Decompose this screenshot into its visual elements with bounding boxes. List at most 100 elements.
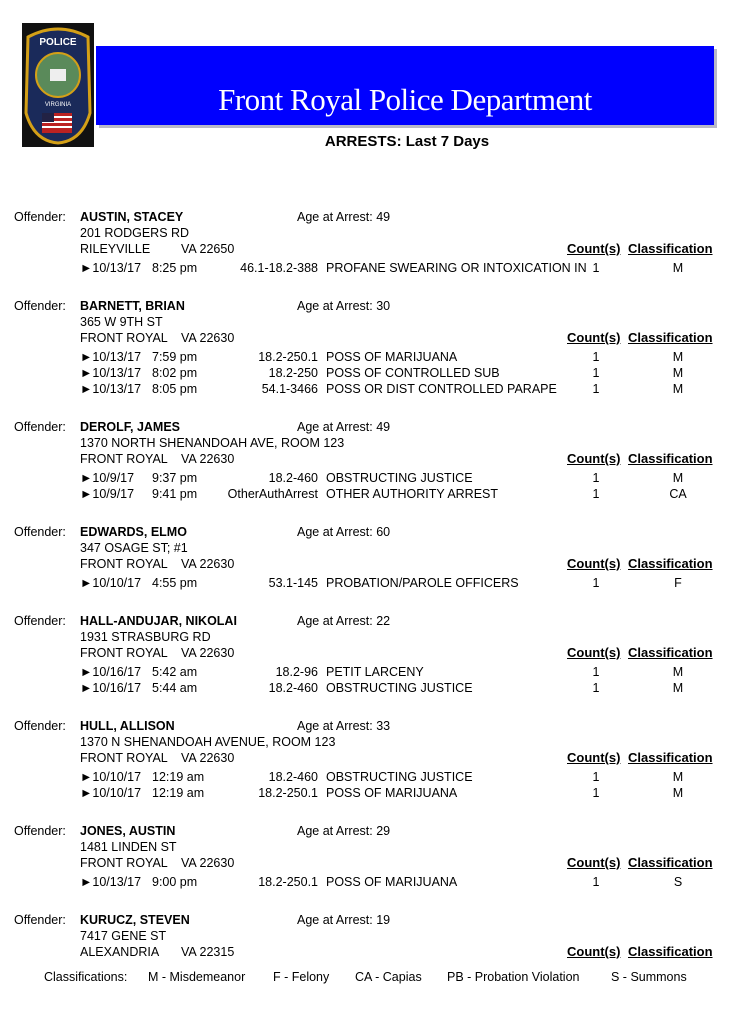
charge-time: 9:41 pm <box>152 487 198 501</box>
city-row: FRONT ROYAL VA 22630 Count(s) Classificatio… <box>0 556 738 572</box>
charge-time: 12:19 am <box>152 770 205 784</box>
offender-label: Offender: <box>14 525 66 539</box>
charge-description: POSS OF CONTROLLED SUB <box>326 366 500 380</box>
charge-description: POSS OR DIST CONTROLLED PARAPE <box>326 382 557 396</box>
charge-count: 1 <box>592 382 600 396</box>
statute-code: 18.2-250.1 <box>258 350 318 364</box>
offender-label: Offender: <box>14 913 66 927</box>
charge-time: 8:05 pm <box>152 382 198 396</box>
charge-description: PETIT LARCENY <box>326 665 424 679</box>
charge-date: ►10/13/17 <box>80 382 142 396</box>
age-at-arrest: Age at Arrest: 30 <box>297 298 390 314</box>
charge-description: OBSTRUCTING JUSTICE <box>326 471 473 485</box>
age-label: Age at Arrest: <box>297 420 373 434</box>
street-address: 7417 GENE ST <box>80 929 167 943</box>
charge-time: 9:37 pm <box>152 471 198 485</box>
offender-label: Offender: <box>14 719 66 733</box>
offender-name-row: Offender: DEROLF, JAMES Age at Arrest: 49 <box>0 419 738 435</box>
charge-count: 1 <box>592 471 600 485</box>
charge-date: ►10/13/17 <box>80 261 142 275</box>
charge-count: 1 <box>592 770 600 784</box>
offender-name: KURUCZ, STEVEN <box>80 913 190 927</box>
legend-item: CA - Capias <box>355 970 422 984</box>
charge-description: OBSTRUCTING JUSTICE <box>326 770 473 784</box>
charge-list: ►10/10/17 12:19 am 18.2-460 OBSTRUCTING JUS… <box>0 769 738 801</box>
charge-date: ►10/13/17 <box>80 366 142 380</box>
street-address: 1370 NORTH SHENANDOAH AVE, ROOM 123 <box>80 436 345 450</box>
street-address: 365 W 9TH ST <box>80 315 163 329</box>
legend-label: Classifications: <box>44 970 128 984</box>
classification-header: Classification <box>628 556 713 571</box>
age-label: Age at Arrest: <box>297 210 373 224</box>
state-zip: VA 22630 <box>181 557 235 571</box>
charge-list: ►10/13/17 8:25 pm 46.1-18.2-388 PROFANE SWE… <box>0 260 738 276</box>
counts-header: Count(s) <box>567 330 621 345</box>
legend-item: PB - Probation Violation <box>447 970 580 984</box>
address-row: 1370 N SHENANDOAH AVENUE, ROOM 123 <box>0 734 738 750</box>
age-label: Age at Arrest: <box>297 719 373 733</box>
charge-row: ►10/10/17 12:19 am 18.2-250.1 POSS OF MARIJ… <box>0 785 738 801</box>
offender-label: Offender: <box>14 420 66 434</box>
offender-name-row: Offender: JONES, AUSTIN Age at Arrest: 29 <box>0 823 738 839</box>
department-title: Front Royal Police Department <box>218 82 592 117</box>
city: FRONT ROYAL <box>80 751 168 765</box>
charge-classification: CA <box>669 487 687 501</box>
svg-text:POLICE: POLICE <box>39 37 77 48</box>
charge-count: 1 <box>592 576 600 590</box>
charge-classification: M <box>672 261 684 275</box>
offender-record: Offender: DEROLF, JAMES Age at Arrest: 49 1… <box>0 419 738 502</box>
city-row: FRONT ROYAL VA 22630 Count(s) Classificatio… <box>0 451 738 467</box>
offender-name: HULL, ALLISON <box>80 719 175 733</box>
city-row: RILEYVILLE VA 22650 Count(s) Classification <box>0 241 738 257</box>
charge-date: ►10/9/17 <box>80 487 135 501</box>
charge-classification: M <box>672 366 684 380</box>
address-row: 7417 GENE ST <box>0 928 738 944</box>
charge-time: 12:19 am <box>152 786 205 800</box>
charge-date: ►10/13/17 <box>80 875 142 889</box>
offender-name-row: Offender: BARNETT, BRIAN Age at Arrest: 30 <box>0 298 738 314</box>
charge-description: PROFANE SWEARING OR INTOXICATION IN <box>326 261 586 275</box>
offender-record: Offender: HULL, ALLISON Age at Arrest: 33 1… <box>0 718 738 801</box>
charge-date: ►10/16/17 <box>80 681 142 695</box>
street-address: 1370 N SHENANDOAH AVENUE, ROOM 123 <box>80 735 336 749</box>
charge-count: 1 <box>592 261 600 275</box>
charge-row: ►10/13/17 8:25 pm 46.1-18.2-388 PROFANE SWE… <box>0 260 738 276</box>
city-row: FRONT ROYAL VA 22630 Count(s) Classificatio… <box>0 330 738 346</box>
charge-row: ►10/10/17 12:19 am 18.2-460 OBSTRUCTING JUS… <box>0 769 738 785</box>
charge-time: 8:25 pm <box>152 261 198 275</box>
police-badge-logo: POLICE VIRGINIA <box>22 23 94 147</box>
charge-count: 1 <box>592 681 600 695</box>
charge-classification: M <box>672 350 684 364</box>
counts-header: Count(s) <box>567 645 621 660</box>
state-zip: VA 22630 <box>181 331 235 345</box>
charge-count: 1 <box>592 875 600 889</box>
charge-classification: M <box>672 681 684 695</box>
address-row: 1481 LINDEN ST <box>0 839 738 855</box>
city-row: FRONT ROYAL VA 22630 Count(s) Classificatio… <box>0 750 738 766</box>
charge-row: ►10/13/17 9:00 pm 18.2-250.1 POSS OF MARIJU… <box>0 874 738 890</box>
charge-count: 1 <box>592 786 600 800</box>
statute-code: 18.2-250 <box>268 366 318 380</box>
offender-record: Offender: KURUCZ, STEVEN Age at Arrest: 19… <box>0 912 738 960</box>
age-value: 49 <box>376 420 391 434</box>
classification-header: Classification <box>628 330 713 345</box>
offender-name: JONES, AUSTIN <box>80 824 176 838</box>
statute-code: OtherAuthArrest <box>227 487 318 501</box>
age-at-arrest: Age at Arrest: 29 <box>297 823 390 839</box>
charge-row: ►10/13/17 8:02 pm 18.2-250 POSS OF CONTROLL… <box>0 365 738 381</box>
address-row: 201 RODGERS RD <box>0 225 738 241</box>
address-row: 1931 STRASBURG RD <box>0 629 738 645</box>
age-value: 22 <box>376 614 391 628</box>
charge-time: 5:42 am <box>152 665 198 679</box>
offender-record: Offender: JONES, AUSTIN Age at Arrest: 29 1… <box>0 823 738 890</box>
offender-name-row: Offender: KURUCZ, STEVEN Age at Arrest: 19 <box>0 912 738 928</box>
state-zip: VA 22315 <box>181 945 235 959</box>
statute-code: 54.1-3466 <box>261 382 318 396</box>
charge-date: ►10/10/17 <box>80 770 142 784</box>
classification-header: Classification <box>628 451 713 466</box>
street-address: 201 RODGERS RD <box>80 226 190 240</box>
charge-date: ►10/10/17 <box>80 576 142 590</box>
charge-list: ►10/13/17 9:00 pm 18.2-250.1 POSS OF MARIJU… <box>0 874 738 890</box>
city-row: FRONT ROYAL VA 22630 Count(s) Classificatio… <box>0 645 738 661</box>
city: FRONT ROYAL <box>80 331 168 345</box>
